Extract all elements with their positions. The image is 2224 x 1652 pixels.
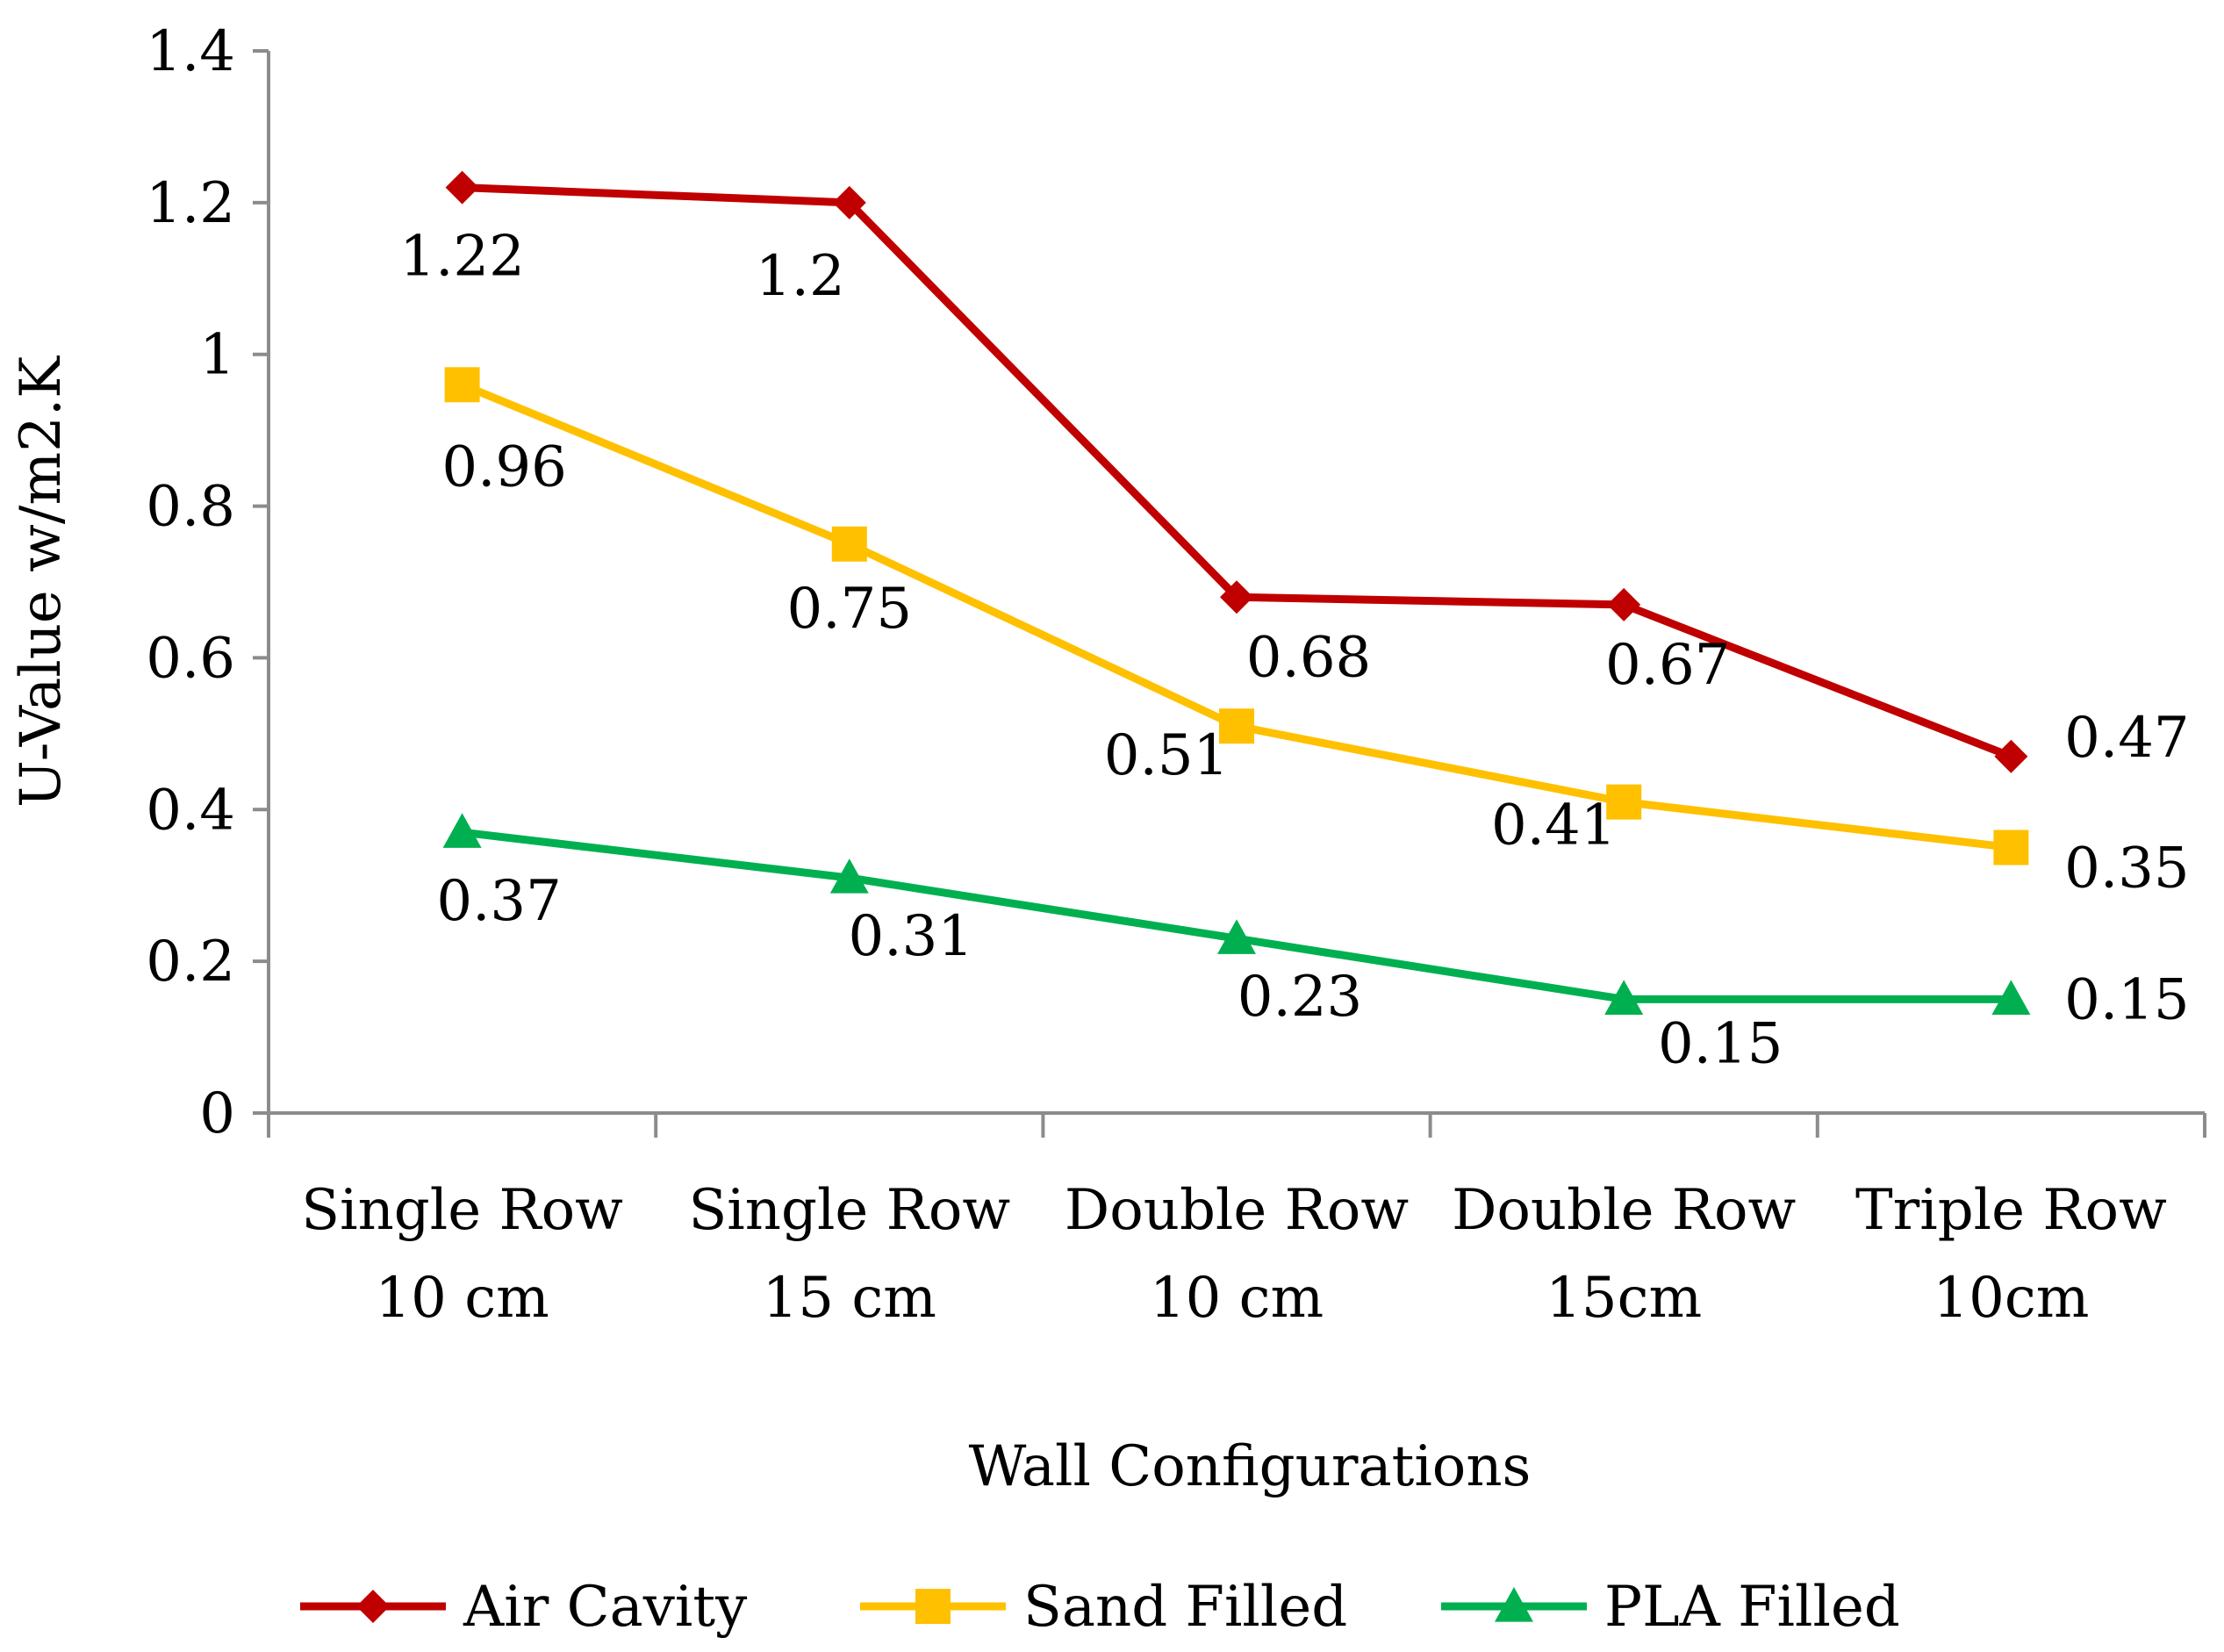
data-point-sand-filled bbox=[1219, 708, 1254, 744]
data-point-air-cavity bbox=[1994, 739, 2028, 773]
data-label-air-cavity: 0.67 bbox=[1605, 633, 1731, 698]
legend-item-sand-filled: Sand Filled bbox=[860, 1575, 1347, 1640]
y-tick-label: 1.2 bbox=[146, 171, 235, 236]
data-point-sand-filled bbox=[444, 367, 480, 403]
legend-label: Sand Filled bbox=[1023, 1575, 1347, 1640]
x-tick-label-line: 10cm bbox=[1933, 1266, 2089, 1331]
x-tick-label: Triple Row 10cm bbox=[1855, 1178, 2167, 1331]
data-point-sand-filled bbox=[1606, 784, 1642, 820]
x-tick-label: Single Row 15 cm bbox=[688, 1178, 1010, 1331]
legend-marker bbox=[915, 1589, 951, 1624]
y-tick-label: 0.2 bbox=[146, 930, 235, 995]
y-tick-label: 0 bbox=[199, 1081, 235, 1146]
legend-label: Air Cavity bbox=[463, 1575, 747, 1640]
data-point-pla-filled bbox=[829, 858, 869, 894]
data-label-pla-filled: 0.15 bbox=[1658, 1011, 1783, 1076]
data-label-sand-filled: 0.75 bbox=[787, 577, 913, 642]
x-tick-label-line: Double Row bbox=[1452, 1178, 1796, 1243]
series-line-air-cavity bbox=[462, 183, 2013, 760]
data-point-air-cavity bbox=[832, 185, 866, 219]
x-tick-label-line: Single Row bbox=[688, 1178, 1010, 1243]
data-labels: 1.22 1.2 0.68 0.67 0.47 0.96 0.75 0.51 0.41 0.35 0… bbox=[399, 225, 2189, 1077]
series-line-sand-filled bbox=[460, 381, 2012, 851]
y-tick-label: 0.8 bbox=[146, 475, 235, 540]
data-label-sand-filled: 0.51 bbox=[1104, 723, 1230, 788]
x-tick-label-line: Single Row bbox=[301, 1178, 623, 1243]
data-label-pla-filled: 0.31 bbox=[849, 904, 974, 969]
x-tick-label-line: Triple Row bbox=[1855, 1178, 2167, 1243]
y-tick-label: 0.4 bbox=[146, 778, 235, 843]
data-label-sand-filled: 0.41 bbox=[1491, 794, 1617, 858]
axes bbox=[267, 51, 2205, 1115]
data-label-sand-filled: 0.35 bbox=[2064, 837, 2190, 901]
legend-item-pla-filled: PLA Filled bbox=[1441, 1575, 1900, 1640]
data-point-sand-filled bbox=[1993, 830, 2029, 866]
data-point-pla-filled bbox=[1991, 980, 2031, 1015]
legend-item-air-cavity: Air Cavity bbox=[300, 1575, 747, 1640]
x-axis-title: Wall Configurations bbox=[969, 1434, 1532, 1499]
series bbox=[442, 170, 2031, 1015]
x-tick-label-line: 10 cm bbox=[1150, 1266, 1324, 1331]
y-axis-title: U-Value w/m2.K bbox=[9, 356, 74, 808]
data-label-air-cavity: 1.2 bbox=[756, 244, 845, 309]
y-ticks: 0 0.2 0.4 0.6 0.8 1 1.2 1.4 bbox=[146, 19, 269, 1146]
data-point-sand-filled bbox=[831, 526, 867, 562]
data-point-pla-filled bbox=[1604, 980, 1644, 1015]
y-tick-label: 1 bbox=[199, 323, 235, 388]
x-tick-label-line: 10 cm bbox=[375, 1266, 549, 1331]
data-label-sand-filled: 0.96 bbox=[441, 435, 567, 499]
x-tick-label: Single Row 10 cm bbox=[301, 1178, 623, 1331]
data-label-air-cavity: 1.22 bbox=[399, 225, 525, 290]
x-tick-label-line: 15 cm bbox=[763, 1266, 936, 1331]
data-label-pla-filled: 0.23 bbox=[1238, 965, 1363, 1030]
x-tick-label: Double Row 10 cm bbox=[1065, 1178, 1409, 1331]
y-tick-label: 1.4 bbox=[146, 19, 235, 84]
legend-label: PLA Filled bbox=[1604, 1575, 1900, 1640]
legend: Air Cavity Sand Filled PLA Filled bbox=[300, 1575, 1900, 1640]
x-ticks: Single Row 10 cm Single Row 15 cm Double Row… bbox=[267, 1113, 2206, 1331]
x-tick-label-line: 15cm bbox=[1546, 1266, 1702, 1331]
data-point-pla-filled bbox=[442, 813, 482, 848]
data-point-pla-filled bbox=[1217, 919, 1256, 954]
data-label-pla-filled: 0.15 bbox=[2064, 967, 2190, 1032]
data-point-air-cavity bbox=[1607, 587, 1641, 621]
x-tick-label: Double Row 15cm bbox=[1452, 1178, 1796, 1331]
legend-marker bbox=[1495, 1587, 1533, 1622]
legend-marker bbox=[356, 1590, 390, 1623]
data-label-air-cavity: 0.47 bbox=[2064, 706, 2190, 771]
y-tick-label: 0.6 bbox=[146, 626, 235, 691]
data-label-pla-filled: 0.37 bbox=[436, 869, 562, 934]
x-tick-label-line: Double Row bbox=[1065, 1178, 1409, 1243]
data-point-air-cavity bbox=[445, 170, 479, 205]
data-point-air-cavity bbox=[1220, 580, 1253, 614]
data-label-air-cavity: 0.68 bbox=[1246, 625, 1372, 690]
